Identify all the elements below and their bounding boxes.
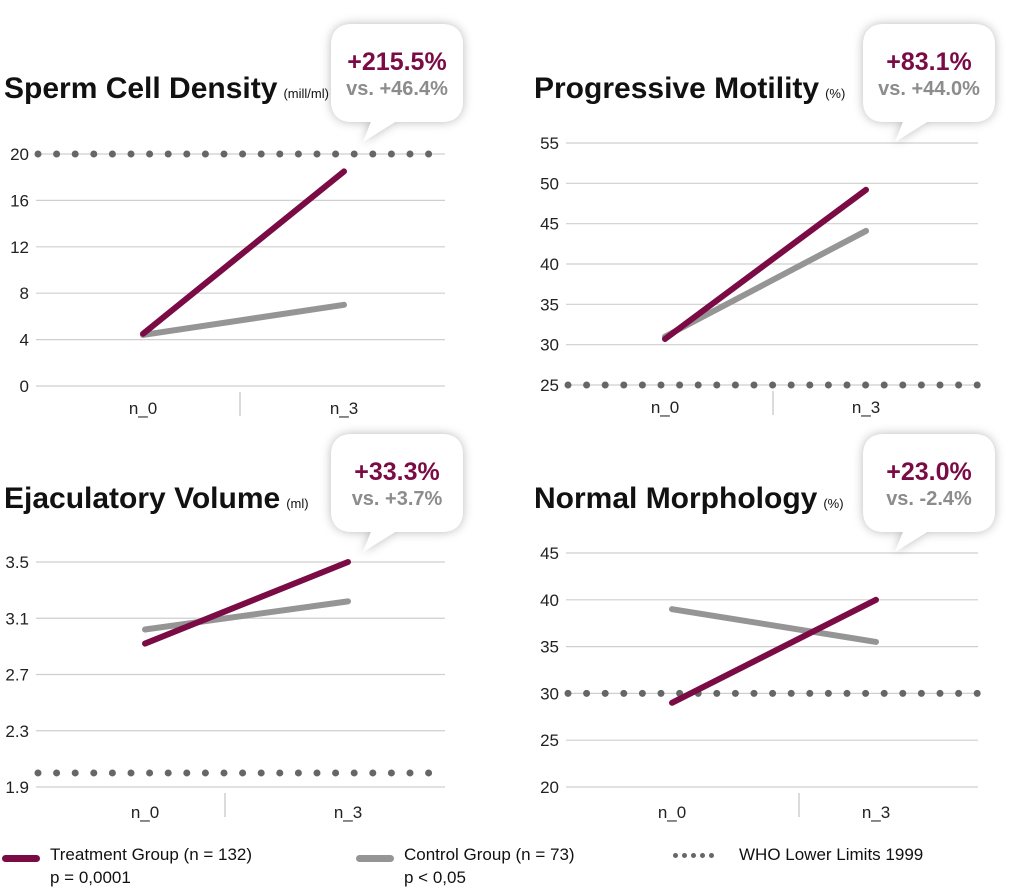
chart4-unit: (%) <box>823 496 843 511</box>
chart4-callout-change: +23.0% <box>886 458 972 486</box>
chart2-y-tick: 35 <box>540 295 559 314</box>
chart4-y-tick: 25 <box>540 731 559 750</box>
chart4-y-tick: 45 <box>540 544 559 563</box>
chart2-y-tick: 50 <box>540 174 559 193</box>
chart4-y-tick: 30 <box>540 684 559 703</box>
chart1-y-tick: 20 <box>10 145 29 164</box>
chart1-treatment-line <box>140 168 347 337</box>
chart3-callout-change: +33.3% <box>354 458 440 486</box>
chart1-control-line <box>140 301 347 338</box>
chart4-x-tick: n_0 <box>658 803 686 822</box>
chart2-unit: (%) <box>825 86 845 101</box>
chart1-unit: (mill/ml) <box>283 86 328 101</box>
chart2-y-tick: 40 <box>540 255 559 274</box>
who-swatch <box>673 852 714 858</box>
chart4-x-tick: n_3 <box>862 803 890 822</box>
chart3-unit: (ml) <box>286 496 308 511</box>
chart2-title: Progressive Motility (%) <box>534 72 845 105</box>
chart3-x-tick: n_0 <box>131 803 159 822</box>
chart1-y-tick: 0 <box>20 377 29 396</box>
chart3-title: Ejaculatory Volume (ml) <box>4 482 309 515</box>
treatment-swatch <box>2 855 40 862</box>
chart2-title-text: Progressive Motility <box>534 72 819 105</box>
chart2-treatment-line <box>662 186 869 343</box>
chart2-callout-change: +83.1% <box>886 48 972 76</box>
chart3-y-tick: 1.9 <box>5 778 29 797</box>
chart3-control-line <box>142 598 351 633</box>
chart1-callout-vs: vs. +46.4% <box>346 78 448 100</box>
legend: Treatment Group (n = 132) p = 0,0001 Con… <box>0 838 1024 890</box>
chart1-y-tick: 16 <box>10 191 29 210</box>
chart1-callout-change: +215.5% <box>347 48 446 76</box>
legend-treatment-label: Treatment Group (n = 132) <box>50 845 253 864</box>
chart2-y-tick: 30 <box>540 336 559 355</box>
chart1-y-tick: 8 <box>20 284 29 303</box>
chart1-callout-bubble <box>331 24 463 142</box>
control-swatch <box>356 855 394 862</box>
chart2-y-tick: 45 <box>540 215 559 234</box>
legend-treatment-p: p = 0,0001 <box>50 868 131 887</box>
chart1-x-tick: n_0 <box>129 399 157 418</box>
chart3-y-tick: 3.1 <box>5 609 29 628</box>
chart3-y-tick: 3.5 <box>5 553 29 572</box>
chart2-y-tick: 25 <box>540 376 559 395</box>
chart4-y-tick: 20 <box>540 778 559 797</box>
chart4-callout-bubble <box>863 434 995 552</box>
legend-who-label: WHO Lower Limits 1999 <box>739 845 924 864</box>
chart1-y-tick: 12 <box>10 238 29 257</box>
chart1-y-tick: 4 <box>20 331 29 350</box>
chart2-y-tick: 55 <box>540 134 559 153</box>
chart2-callout-bubble <box>863 24 995 142</box>
chart4-title-text: Normal Morphology <box>534 482 818 515</box>
chart1-x-tick: n_3 <box>330 399 358 418</box>
chart4-title: Normal Morphology (%) <box>534 482 844 515</box>
chart1-title-text: Sperm Cell Density <box>4 72 278 105</box>
legend-control-label: Control Group (n = 73) <box>404 845 575 864</box>
chart4-control-line <box>669 606 879 645</box>
chart3-callout-bubble <box>331 434 463 552</box>
chart4-y-tick: 35 <box>540 638 559 657</box>
chart3-callout-vs: vs. +3.7% <box>352 488 443 510</box>
chart3-y-tick: 2.3 <box>5 722 29 741</box>
chart3-title-text: Ejaculatory Volume <box>4 482 280 515</box>
chart2-control-line <box>662 227 869 340</box>
chart3-treatment-line <box>142 559 351 647</box>
legend-control-p: p < 0,05 <box>404 868 466 887</box>
chart4-y-tick: 40 <box>540 591 559 610</box>
chart2-x-tick: n_0 <box>651 398 679 417</box>
chart3-y-tick: 2.7 <box>5 666 29 685</box>
chart1-title: Sperm Cell Density (mill/ml) <box>4 72 329 105</box>
chart2-callout-vs: vs. +44.0% <box>878 78 980 100</box>
chart2-x-tick: n_3 <box>852 398 880 417</box>
chart4-callout-vs: vs. -2.4% <box>886 488 972 510</box>
chart3-x-tick: n_3 <box>334 803 362 822</box>
chart4-treatment-line <box>669 596 879 706</box>
